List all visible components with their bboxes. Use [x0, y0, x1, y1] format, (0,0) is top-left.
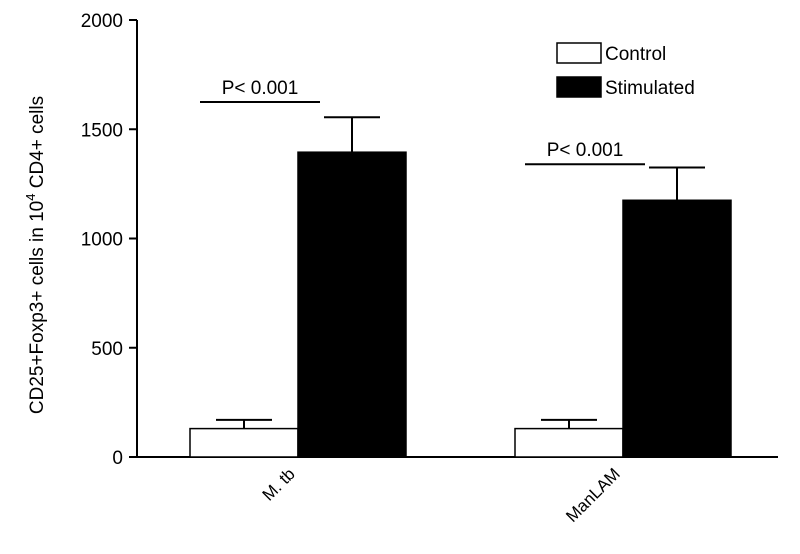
y-tick-label: 500	[91, 339, 123, 360]
category-labels: M. tb ManLAM	[259, 464, 624, 526]
annotations: P< 0.001 P< 0.001	[200, 78, 645, 166]
y-tick-label: 0	[112, 448, 123, 469]
error-bars	[216, 116, 705, 429]
legend-label: Stimulated	[605, 78, 695, 99]
y-axis-label: CD25+Foxp3+ cells in 104 CD4+ cells	[23, 96, 48, 414]
bars	[189, 151, 732, 458]
y-tick-label: 2000	[81, 11, 123, 32]
bar-stimulated	[297, 151, 407, 458]
bar-control	[514, 427, 624, 458]
bar-control	[189, 427, 299, 458]
legend-swatch-stimulated	[556, 76, 602, 98]
legend-swatch-control	[556, 42, 602, 64]
legend: Control Stimulated	[556, 42, 695, 99]
p-value-label: P< 0.001	[222, 78, 299, 99]
y-ticks: 0 500 1000 1500 2000	[81, 11, 137, 469]
bar-stimulated	[622, 199, 732, 458]
category-label: M. tb	[259, 464, 299, 504]
y-tick-label: 1500	[81, 120, 123, 141]
legend-label: Control	[605, 44, 666, 65]
p-value-label: P< 0.001	[547, 140, 624, 161]
y-tick-label: 1000	[81, 230, 123, 251]
category-label: ManLAM	[562, 464, 624, 526]
